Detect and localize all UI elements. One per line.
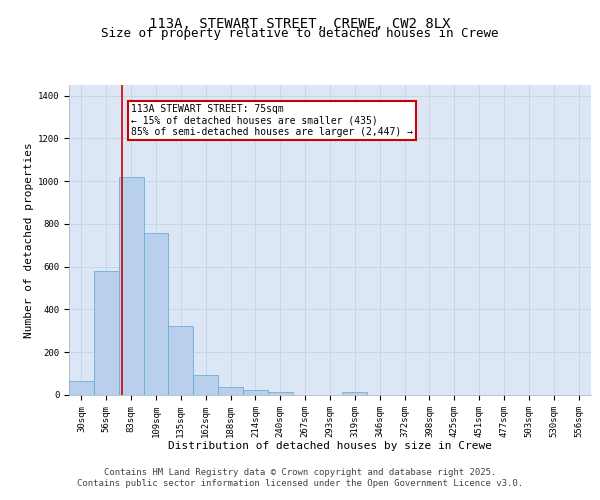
Text: 113A, STEWART STREET, CREWE, CW2 8LX: 113A, STEWART STREET, CREWE, CW2 8LX [149,18,451,32]
Bar [69,381,94,395]
Bar [119,177,143,395]
Bar [143,232,169,395]
Bar [268,392,293,395]
Bar [343,392,367,395]
X-axis label: Distribution of detached houses by size in Crewe: Distribution of detached houses by size … [168,441,492,451]
Y-axis label: Number of detached properties: Number of detached properties [23,142,34,338]
Bar [193,374,218,395]
Bar [218,387,243,395]
Bar [243,390,268,395]
Text: 113A STEWART STREET: 75sqm
← 15% of detached houses are smaller (435)
85% of sem: 113A STEWART STREET: 75sqm ← 15% of deta… [131,104,413,138]
Text: Size of property relative to detached houses in Crewe: Size of property relative to detached ho… [101,28,499,40]
Bar [94,271,119,395]
Bar [169,326,193,395]
Text: Contains HM Land Registry data © Crown copyright and database right 2025.
Contai: Contains HM Land Registry data © Crown c… [77,468,523,487]
